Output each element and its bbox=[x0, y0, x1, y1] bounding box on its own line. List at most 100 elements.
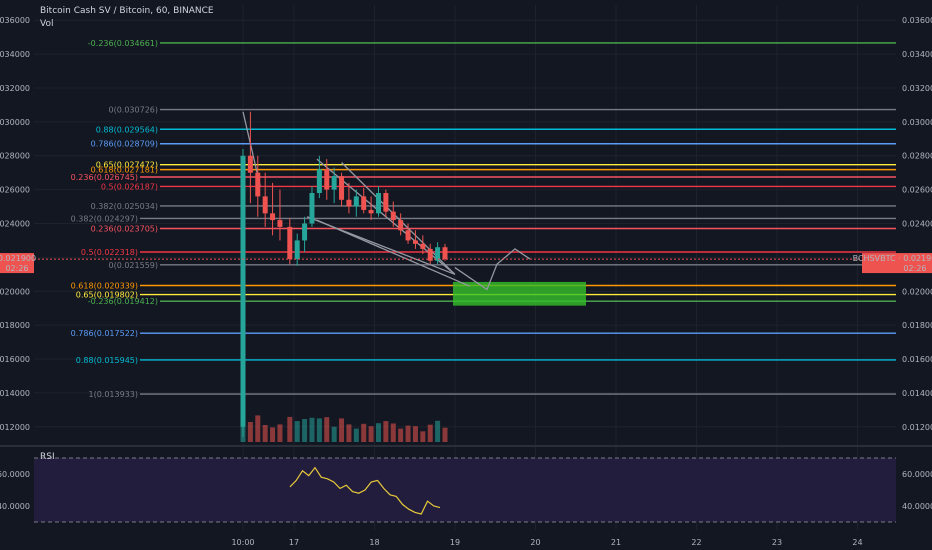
price-axis-left[interactable]: 0.036000 0.034000 0.032000 0.030000 0.028000… bbox=[0, 16, 896, 432]
rsi-label: RSI bbox=[40, 452, 55, 462]
candle-body bbox=[435, 247, 441, 261]
fib-label: 0.618(0.020339) bbox=[71, 282, 138, 291]
price-tick-label: 0.018000 bbox=[902, 321, 932, 330]
volume-bar bbox=[331, 426, 337, 442]
fib-label: 0(0.030726) bbox=[108, 106, 158, 115]
time-tick-label: 10:00 bbox=[231, 538, 254, 547]
fib-label: 0.88(0.029564) bbox=[96, 125, 158, 134]
time-tick-label: 21 bbox=[611, 538, 621, 547]
grid-lines bbox=[0, 5, 932, 530]
volume-bar bbox=[412, 426, 418, 442]
price-tick-label: 0.012000 bbox=[902, 423, 932, 432]
price-tick-label: 0.028000 bbox=[0, 152, 30, 161]
fibonacci-levels: -0.236(0.034661) 0(0.030726) 0.88(0.029564… bbox=[71, 39, 896, 399]
price-tick-label: 0.032000 bbox=[902, 84, 932, 93]
projection-path bbox=[454, 248, 531, 291]
fib-label: -0.236(0.019412) bbox=[88, 297, 158, 306]
symbol-price-badge bbox=[862, 253, 932, 274]
volume-bar bbox=[420, 431, 426, 442]
volume-bar bbox=[302, 419, 308, 442]
candle-body bbox=[262, 196, 268, 214]
price-tick-label: 0.034000 bbox=[902, 50, 932, 59]
volume-bar bbox=[368, 426, 374, 442]
candle-body bbox=[346, 199, 352, 207]
time-tick-label: 20 bbox=[530, 538, 540, 547]
candle-body bbox=[240, 155, 246, 427]
price-tick-label: 0.030000 bbox=[902, 118, 932, 127]
candle-body bbox=[427, 248, 433, 261]
current-price-badge bbox=[0, 253, 34, 274]
price-tick-label: 0.036000 bbox=[902, 16, 932, 25]
candle-body bbox=[247, 155, 253, 173]
countdown-label-right: 02:26 bbox=[903, 264, 926, 273]
candle-body bbox=[368, 209, 374, 214]
volume-bar bbox=[442, 427, 448, 442]
price-tick-label: 0.036000 bbox=[0, 16, 30, 25]
volume-bar bbox=[262, 425, 268, 442]
volume-bar bbox=[383, 421, 389, 442]
candle-body bbox=[309, 193, 315, 224]
volume-bar bbox=[277, 424, 283, 442]
volume-bar bbox=[375, 423, 381, 442]
candle-body bbox=[412, 240, 418, 244]
fib-label: 0.786(0.017522) bbox=[71, 329, 138, 338]
chart-title: Bitcoin Cash SV / Bitcoin, 60, BINANCE bbox=[40, 6, 214, 16]
volume-bar bbox=[435, 420, 441, 442]
candle-body bbox=[390, 211, 396, 221]
volume-bar bbox=[309, 417, 315, 442]
volume-bar bbox=[390, 423, 396, 442]
candle-body bbox=[255, 172, 261, 197]
trend-line bbox=[316, 219, 470, 287]
price-tick-label: 0.024000 bbox=[0, 220, 30, 229]
price-tick-label: 0.012000 bbox=[0, 423, 30, 432]
volume-bar bbox=[324, 417, 330, 442]
fib-label: 1(0.013933) bbox=[88, 390, 138, 399]
candle-body bbox=[277, 220, 283, 227]
fib-label: 0.382(0.024297) bbox=[71, 214, 138, 223]
fib-label: 0.236(0.023705) bbox=[91, 224, 158, 233]
rsi-pane: 60.0000 60.0000 40.0000 40.0000 bbox=[0, 457, 932, 523]
time-axis[interactable]: 10:00 17 18 19 20 21 22 23 24 bbox=[231, 538, 862, 547]
time-tick-label: 22 bbox=[691, 538, 701, 547]
volume-bar bbox=[255, 415, 261, 442]
candle-body bbox=[339, 176, 345, 200]
price-tick-label: 0.018000 bbox=[0, 321, 30, 330]
candle-body bbox=[420, 243, 426, 249]
rsi-line bbox=[289, 466, 441, 515]
fib-label: 0.236(0.026745) bbox=[71, 173, 138, 182]
time-tick-label: 23 bbox=[772, 538, 782, 547]
candle-body bbox=[442, 247, 448, 260]
volume-bar bbox=[294, 421, 300, 442]
candle-body bbox=[287, 226, 293, 260]
candle-body bbox=[302, 223, 308, 241]
countdown-label: 02:26 bbox=[5, 264, 28, 273]
volume-bar bbox=[270, 427, 276, 442]
candle-body bbox=[316, 169, 322, 194]
candle-body bbox=[375, 193, 381, 214]
candle-body bbox=[361, 196, 367, 210]
symbol-badge-label: BCHSVBTC · 0.021900 bbox=[853, 254, 932, 263]
candle-body bbox=[294, 240, 300, 260]
volume-label: Vol bbox=[40, 19, 54, 29]
candle-body bbox=[324, 169, 330, 190]
price-tick-label: 0.032000 bbox=[0, 84, 30, 93]
candle-body bbox=[353, 196, 359, 207]
rsi-tick-label: 40.0000 bbox=[0, 502, 30, 511]
rsi-tick-label: 60.0000 bbox=[902, 470, 932, 479]
volume-bar bbox=[361, 423, 367, 442]
volume-bar bbox=[287, 416, 293, 442]
fib-label: 0.5(0.022318) bbox=[81, 248, 138, 257]
rsi-tick-label: 40.0000 bbox=[902, 502, 932, 511]
volume-bar bbox=[353, 428, 359, 442]
volume-bar bbox=[316, 418, 322, 442]
time-tick-label: 17 bbox=[289, 538, 299, 547]
price-tick-label: 0.016000 bbox=[0, 355, 30, 364]
fib-label: -0.236(0.034661) bbox=[88, 39, 158, 48]
fib-label: 0.65(0.027472) bbox=[96, 161, 158, 170]
candle-body bbox=[383, 193, 389, 212]
price-axis-right[interactable]: 0.036000 0.034000 0.032000 0.030000 0.028000… bbox=[853, 16, 932, 432]
price-tick-label: 0.024000 bbox=[902, 220, 932, 229]
candle-body bbox=[398, 220, 404, 231]
price-tick-label: 0.014000 bbox=[0, 389, 30, 398]
